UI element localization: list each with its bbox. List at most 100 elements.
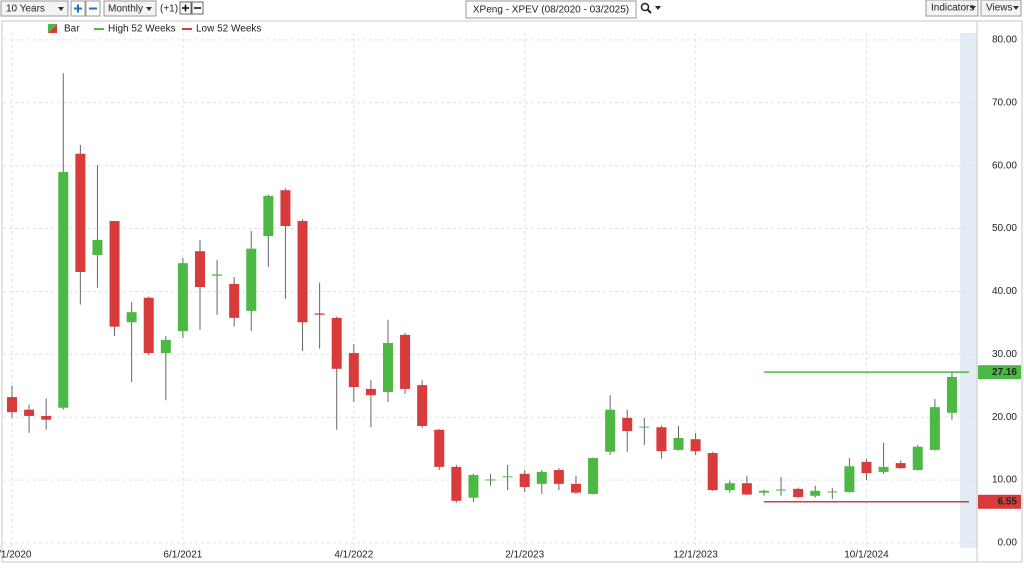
chart-frame <box>1 20 1023 563</box>
candle-body <box>143 297 154 354</box>
candle-body <box>690 439 701 452</box>
candle-body <box>365 388 376 396</box>
toolbar: 10 Years Monthly (+1) XPeng - XPEV (08/2… <box>0 0 1022 19</box>
dropdown-arrow <box>970 6 976 10</box>
candle-body <box>229 283 240 318</box>
candle-body <box>724 483 735 491</box>
price-tag <box>978 494 1021 509</box>
x-tick-label: 12/1/2023 <box>673 550 718 561</box>
interval-dropdown[interactable] <box>103 0 157 17</box>
x-tick-label: 2/1/2023 <box>505 550 544 561</box>
candle-body <box>126 312 137 323</box>
candle-body <box>519 473 530 488</box>
candle-body <box>468 475 479 498</box>
candle-body <box>314 313 325 315</box>
candle-body <box>570 483 581 493</box>
candle-body <box>400 334 411 389</box>
candle-body <box>160 339 171 354</box>
x-tick-label: 4/1/2022 <box>334 550 373 561</box>
price-tag-label: 27.16 <box>992 367 1017 378</box>
candle-body <box>776 489 787 491</box>
candle-body <box>588 458 599 494</box>
range-label: 10 Years <box>6 4 45 15</box>
x-tick-label: 6/1/2021 <box>163 550 202 561</box>
x-tick-label: 10/1/2024 <box>844 550 889 561</box>
y-tick-label: 70.00 <box>992 97 1017 108</box>
y-tick-label: 40.00 <box>992 286 1017 297</box>
candle-body <box>878 466 889 472</box>
candle-body <box>656 427 667 452</box>
offset-label: (+1) <box>160 4 178 15</box>
price-tag-label: 6.55 <box>998 496 1018 507</box>
candle-body <box>912 446 923 471</box>
y-tick-label: 20.00 <box>992 412 1017 423</box>
candle-body <box>280 190 291 227</box>
legend: Bar High 52 Weeks Low 52 Weeks <box>48 24 261 35</box>
candle-body <box>605 409 616 452</box>
dropdown-arrow <box>655 6 661 10</box>
candle-body <box>639 426 650 428</box>
current-bar-highlight <box>960 33 977 548</box>
x-tick-label: 8/1/2020 <box>0 550 32 561</box>
candle-body <box>741 483 752 495</box>
views-label: Views <box>986 3 1013 14</box>
candle-body <box>92 239 103 255</box>
candle-body <box>946 376 957 413</box>
candle-body <box>827 491 838 493</box>
candle-body <box>673 437 684 450</box>
candle-body <box>810 490 821 496</box>
candle-body <box>297 221 308 323</box>
y-tick-label: 50.00 <box>992 223 1017 234</box>
y-tick-label: 80.00 <box>992 35 1017 46</box>
candle-body <box>502 476 513 478</box>
legend-label: High 52 Weeks <box>108 24 176 35</box>
indicators-button[interactable] <box>925 0 979 17</box>
range-dropdown[interactable] <box>0 0 69 17</box>
candle-body <box>246 248 257 311</box>
y-tick-label: 30.00 <box>992 349 1017 360</box>
y-tick-label: 10.00 <box>992 475 1017 486</box>
candle-body <box>553 470 564 484</box>
dropdown-arrow <box>58 7 64 11</box>
symbol-box[interactable] <box>465 0 637 19</box>
interval-label: Monthly <box>108 4 143 15</box>
price-tag <box>978 365 1021 380</box>
candle-body <box>382 343 393 393</box>
candle-body <box>348 353 359 388</box>
candle-body <box>485 479 496 481</box>
dropdown-arrow <box>146 7 152 11</box>
candle-body <box>41 415 52 420</box>
candle-body <box>212 274 223 276</box>
candle-body <box>793 488 804 498</box>
candle-body <box>75 153 86 272</box>
y-tick-label: 60.00 <box>992 160 1017 171</box>
search-icon[interactable] <box>640 2 650 12</box>
candle-body <box>109 221 120 327</box>
candle-body <box>263 195 274 237</box>
candle-body <box>861 461 872 474</box>
candle-body <box>895 463 906 469</box>
candle-body <box>434 429 445 467</box>
candle-body <box>622 417 633 432</box>
candle-body <box>707 453 718 491</box>
candle-body <box>844 466 855 493</box>
candle-body <box>758 490 769 493</box>
legend-label: Bar <box>64 24 80 35</box>
legend-swatch <box>48 24 57 33</box>
plus-icon <box>74 4 82 13</box>
plus-icon <box>182 4 189 12</box>
y-tick-label: 0.00 <box>998 538 1018 549</box>
candle-body <box>58 171 69 408</box>
chart-title: XPeng - XPEV (08/2020 - 03/2025) <box>473 5 629 16</box>
legend-label: Low 52 Weeks <box>196 24 261 35</box>
search-handle <box>646 8 652 14</box>
dropdown-arrow <box>1013 6 1019 10</box>
candle-body <box>194 251 205 288</box>
views-button[interactable] <box>980 0 1022 17</box>
candle-body <box>536 471 547 484</box>
indicators-label: Indicators <box>931 3 974 14</box>
candle-body <box>929 407 940 450</box>
candle-body <box>331 317 342 369</box>
